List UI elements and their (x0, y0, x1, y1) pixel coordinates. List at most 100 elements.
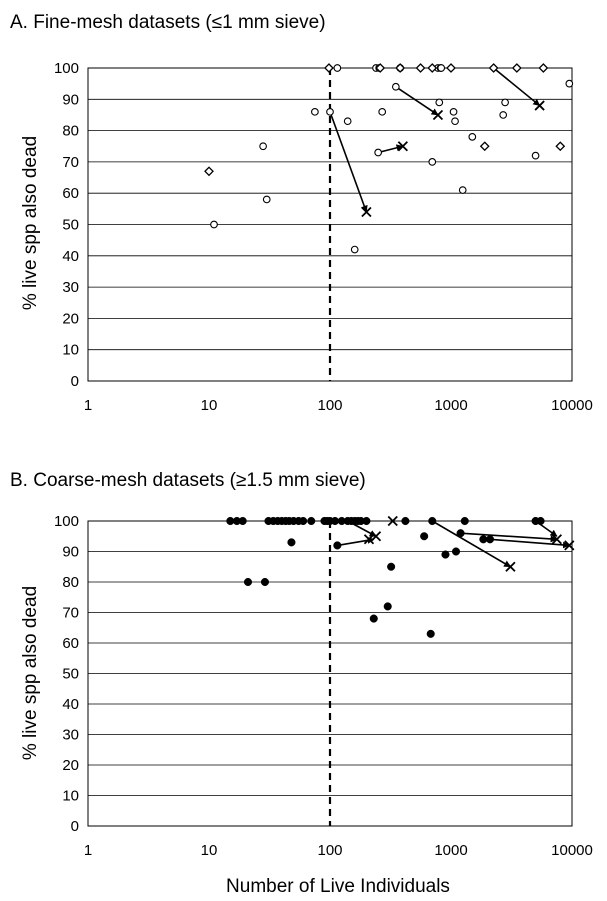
panel-a-point-open-circle (468, 133, 477, 141)
panel-a-y-tick-label: 100 (54, 60, 79, 77)
panel-a-point-open-circle (531, 151, 540, 160)
panel-b-y-tick-label: 0 (71, 818, 79, 835)
panel-b-x-tick-labels: 1 10 100 1000 10000 (84, 842, 593, 859)
panel-a-point-open-diamond (446, 63, 456, 73)
panel-b-point-x-mark (505, 561, 516, 572)
panel-a-y-tick-label: 40 (62, 248, 79, 265)
panel-b-arrow (460, 532, 558, 543)
panel-a-y-axis-label: % live spp also dead (20, 136, 41, 310)
panel-a-point-open-circle (210, 220, 218, 229)
panel-b-x-tick-label: 1000 (434, 842, 467, 859)
panel-a-y-tick-label: 80 (62, 123, 79, 140)
panel-b-point-filled-circle (387, 562, 396, 571)
panel-a-y-tick-label: 60 (62, 185, 79, 202)
panel-a-y-tick-label: 0 (71, 373, 79, 390)
panel-b-point-filled-circle (451, 547, 461, 556)
panel-a-point-open-diamond (511, 63, 522, 73)
panel-b-title: B. Coarse-mesh datasets (≥1.5 mm sieve) (10, 470, 366, 491)
panel-a-point-open-circle (449, 107, 458, 116)
panel-b-arrow (431, 520, 512, 568)
panel-a-point-x-mark (432, 109, 444, 121)
panel-a-point-open-circle (378, 107, 387, 116)
panel-b-coarse-mesh: B. Coarse-mesh datasets (≥1.5 mm sieve) … (10, 470, 593, 859)
panel-b-point-filled-circle (260, 577, 270, 587)
panel-a-y-tick-label: 50 (62, 217, 79, 234)
panel-b-point-filled-circle (485, 535, 495, 544)
panel-b-y-tick-label: 70 (62, 605, 79, 622)
panel-b-x-tick-label: 10000 (551, 842, 593, 859)
panel-a-x-tick-label: 1000 (434, 397, 467, 414)
panel-b-point-filled-circle (536, 516, 545, 526)
panel-b-y-tick-label: 90 (62, 544, 79, 561)
panel-a-y-tick-label: 90 (62, 91, 79, 108)
panel-a-point-open-diamond (395, 63, 406, 73)
panel-a-point-open-circle (501, 98, 509, 107)
panel-a-point-open-diamond (375, 63, 386, 73)
panel-b-point-filled-circle (456, 529, 465, 538)
panel-a-point-open-diamond (488, 63, 499, 73)
panel-b-point-x-mark (370, 531, 382, 542)
panel-a-x-tick-label: 10000 (551, 397, 593, 414)
panel-a-point-open-circle (391, 82, 400, 91)
panel-b-point-filled-circle (287, 538, 296, 547)
panel-b-arrows (337, 520, 571, 568)
panel-b-point-x-mark (363, 534, 375, 545)
panel-a-x-tick-label: 1 (84, 397, 92, 414)
panel-a-point-open-circle (374, 148, 383, 157)
panel-b-data-points (226, 515, 575, 638)
panel-b-gridlines (88, 520, 572, 827)
panel-a-point-open-circle (333, 64, 342, 72)
panel-b-point-filled-circle (420, 532, 429, 541)
panel-b-point-filled-circle (362, 516, 371, 526)
panel-b-point-filled-circle (428, 516, 437, 526)
panel-a-point-open-circle (259, 142, 267, 151)
panel-a-point-open-circle (311, 107, 319, 116)
panel-a-y-tick-label: 20 (62, 310, 79, 327)
panel-a-point-open-circle (499, 111, 508, 119)
panel-a-data-points (204, 63, 574, 254)
panel-b-point-filled-circle (383, 602, 392, 611)
panel-b-point-filled-circle (401, 516, 410, 526)
panel-a-point-open-circle (428, 158, 437, 166)
panel-b-point-filled-circle (330, 516, 340, 526)
panel-b-point-filled-circle (243, 577, 253, 587)
panel-b-point-filled-circle (333, 541, 342, 550)
panel-a-point-open-diamond (415, 63, 426, 73)
panel-a-x-tick-label: 100 (317, 397, 342, 414)
panel-a-point-open-circle (326, 107, 334, 116)
panel-b-y-tick-label: 60 (62, 635, 79, 652)
panel-b-x-tick-label: 1 (84, 842, 92, 859)
panel-a-point-open-circle (437, 64, 446, 72)
panel-a-fine-mesh: A. Fine-mesh datasets (≤1 mm sieve) % li… (10, 12, 593, 414)
panel-b-y-tick-label: 40 (62, 696, 79, 713)
panel-a-point-open-circle (458, 186, 467, 194)
panel-a-y-tick-label: 70 (62, 154, 79, 171)
panel-b-point-filled-circle (307, 516, 316, 526)
panel-a-point-open-circle (343, 117, 352, 126)
panel-a-point-open-circle (451, 117, 459, 126)
panel-a-arrow (329, 111, 368, 213)
panel-b-y-tick-label: 10 (62, 788, 79, 805)
panel-a-point-open-diamond (538, 63, 549, 73)
panel-a-point-x-mark (534, 100, 545, 111)
panel-a-point-open-circle (565, 79, 574, 88)
panel-a-y-tick-labels: 0 10 20 30 40 50 60 70 80 90 100 (54, 60, 79, 390)
panel-b-point-filled-circle (460, 516, 469, 526)
panel-b-y-tick-label: 50 (62, 666, 79, 683)
panel-a-x-tick-label: 10 (201, 397, 218, 414)
x-axis-label: Number of Live Individuals (226, 876, 450, 897)
panel-a-point-open-circle (262, 195, 271, 204)
panel-a-point-open-diamond (427, 63, 438, 73)
panel-b-arrow (489, 538, 571, 549)
panel-b-y-tick-label: 80 (62, 574, 79, 591)
panel-a-point-open-diamond (479, 141, 490, 152)
panel-b-point-x-mark (551, 534, 563, 545)
panel-b-y-tick-label: 100 (54, 513, 79, 530)
panel-a-arrows (329, 67, 541, 213)
panel-b-point-filled-circle (426, 629, 435, 638)
panel-b-point-x-mark (387, 515, 398, 527)
panel-b-point-filled-circle (441, 550, 450, 559)
panel-a-point-x-mark (397, 141, 408, 152)
panel-a-point-open-circle (350, 245, 359, 254)
